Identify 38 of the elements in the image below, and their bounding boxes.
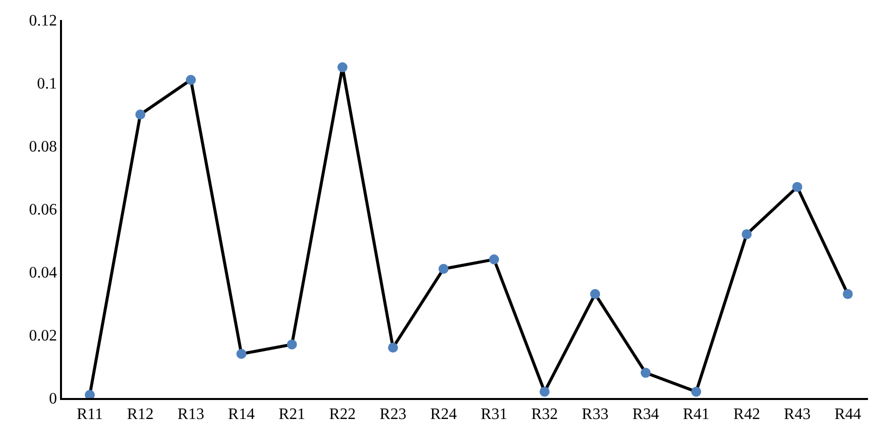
x-tick-label: R33 [582,406,608,423]
x-tick-label: R11 [76,406,103,423]
point [742,229,752,240]
x-tick-label: R23 [380,406,406,423]
y-tick-label: 0.08 [29,138,58,156]
y-tick-label: 0.12 [29,12,58,30]
x-tick-label: R24 [430,406,457,423]
y-tick-label: 0.06 [29,202,58,219]
point [590,289,600,300]
x-tick-label: R13 [178,406,204,423]
y-tick-label: 0.04 [29,264,58,282]
x-tick-label: R34 [632,406,659,423]
x-tick-label: R22 [329,406,356,423]
x-tick-label: R12 [126,406,154,423]
x-tick-label: R43 [784,406,811,423]
x-tick-label: R42 [733,406,760,423]
point [489,254,500,264]
point [540,386,550,397]
point [438,264,449,274]
x-tick-label: R44 [834,406,862,423]
y-tick-label: 0.02 [29,328,58,345]
y-tick-label: 0.1 [37,76,58,93]
point [286,339,297,350]
point [640,368,651,378]
point [388,342,398,353]
point [236,348,246,359]
x-tick-label: R14 [228,406,255,423]
y-tick-label: 0 [49,390,58,408]
point [691,386,702,397]
x-tick-label: R41 [682,406,710,423]
x-tick-label: R31 [480,406,508,423]
point [186,74,196,85]
point [337,62,348,72]
x-tick-label: R21 [278,406,306,423]
point [792,182,802,192]
x-tick-label: R32 [531,406,558,423]
point [842,289,853,300]
point [135,110,146,120]
